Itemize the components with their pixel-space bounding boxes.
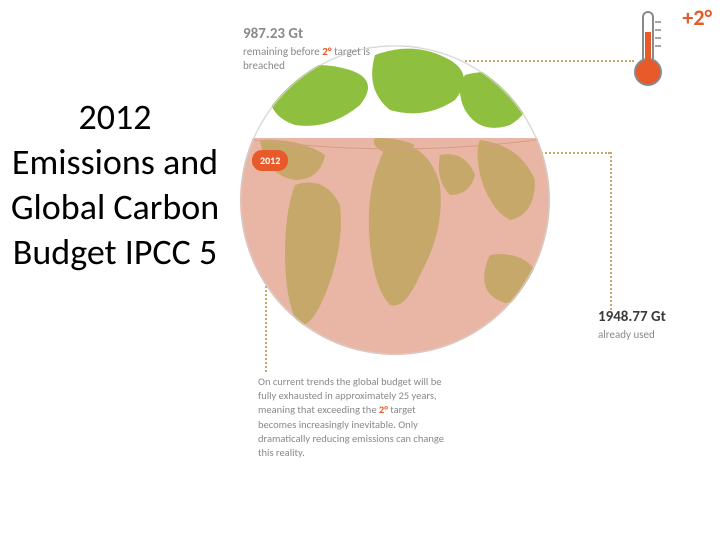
used-budget-label: 1948.77 Gt already used (598, 308, 708, 342)
remaining-caption-1: remaining before (243, 45, 322, 58)
footnote-deg: 2° (379, 403, 388, 416)
globe-diagram (240, 45, 550, 355)
used-caption: already used (598, 328, 655, 341)
dotted-line-used-vert (610, 152, 612, 310)
used-value: 1948.77 Gt (598, 308, 666, 326)
year-badge: 2012 (252, 150, 288, 171)
page-title: 2012 Emissions and Global Carbon Budget … (10, 95, 220, 275)
remaining-budget-label: 987.23 Gt remaining before 2° target is … (243, 25, 383, 73)
thermometer-label: +2° (682, 4, 712, 31)
thermometer-icon (630, 8, 666, 88)
remaining-value: 987.23 Gt (243, 25, 303, 43)
footnote-text: On current trends the global budget will… (258, 375, 448, 460)
remaining-deg: 2° (322, 45, 331, 58)
globe-svg (240, 45, 550, 355)
